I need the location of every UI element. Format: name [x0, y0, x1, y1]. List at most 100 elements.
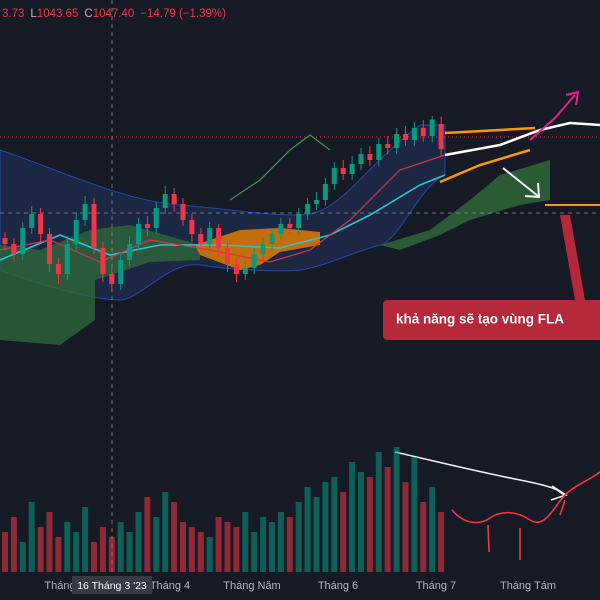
- x-axis-label: Tháng Tám: [500, 580, 556, 592]
- candle-body: [296, 214, 302, 228]
- candle-body: [118, 260, 124, 284]
- candle-body: [349, 164, 355, 174]
- x-axis-label: Tháng 4: [150, 580, 190, 592]
- volume-bar: [438, 512, 445, 572]
- candle-body: [225, 248, 230, 264]
- candle-body: [29, 214, 35, 228]
- candle-body: [269, 234, 275, 244]
- candle-body: [420, 128, 426, 136]
- x-axis-label: Tháng 6: [318, 580, 358, 592]
- volume-bar: [384, 467, 391, 572]
- candle-body: [162, 194, 168, 208]
- volume-bar: [162, 492, 169, 572]
- candle-body: [127, 244, 133, 260]
- candle-body: [403, 134, 408, 140]
- arrow-head: [565, 90, 580, 106]
- volume-bar: [171, 502, 178, 572]
- candle-body: [100, 248, 106, 274]
- header-value: 3.73: [2, 8, 24, 20]
- candle-body: [438, 124, 444, 150]
- candle-body: [109, 274, 115, 284]
- crosshair-label: 16 Tháng 3 '23: [77, 580, 147, 592]
- candle-body: [394, 134, 400, 148]
- x-axis-label: Tháng Năm: [223, 580, 280, 592]
- volume-bar: [242, 512, 249, 572]
- volume-bar: [19, 542, 26, 572]
- volume-bar: [180, 522, 186, 572]
- volume-bar: [10, 517, 17, 572]
- candle-body: [411, 128, 417, 140]
- candle-body: [38, 214, 44, 234]
- volume-bar: [28, 502, 35, 572]
- volume-bar: [331, 477, 338, 572]
- volume-bar: [251, 532, 258, 572]
- candle-body: [2, 238, 8, 244]
- candle-body: [136, 224, 141, 244]
- volume-bar: [429, 487, 436, 572]
- volume-bar: [117, 522, 124, 572]
- projection-upper: [444, 126, 536, 135]
- candle-body: [376, 144, 382, 160]
- lagging-span: [229, 134, 331, 201]
- volume-bar: [82, 507, 89, 572]
- candle-body: [20, 228, 26, 254]
- candle-body: [251, 254, 257, 268]
- candle-body: [47, 234, 52, 264]
- volume-bar: [269, 522, 275, 572]
- candle-body: [242, 268, 248, 274]
- candle-body: [55, 264, 61, 274]
- conversion-line: [0, 154, 446, 263]
- volume-bar: [64, 522, 71, 572]
- candle-body: [207, 228, 213, 244]
- candle-body: [189, 220, 195, 234]
- candle-body: [367, 154, 373, 160]
- volume-bar: [411, 457, 418, 572]
- volume-bar: [197, 532, 204, 572]
- volume-bar: [188, 527, 195, 572]
- volume-bar: [126, 532, 133, 572]
- volume-bar: [349, 462, 356, 572]
- candle-body: [82, 204, 88, 220]
- candle-body: [216, 228, 222, 248]
- arrow-head: [524, 182, 541, 199]
- down-arrow: [502, 167, 539, 197]
- volume-sketch: [451, 471, 600, 524]
- candle-body: [153, 208, 159, 228]
- volume-bar: [358, 472, 364, 572]
- candle-body: [11, 244, 17, 254]
- volume-bar: [233, 527, 240, 572]
- volume-bar: [366, 477, 373, 572]
- volume-bar: [224, 522, 231, 572]
- candle-body: [260, 244, 266, 254]
- candle-body: [198, 234, 204, 244]
- volume-bar: [153, 517, 160, 572]
- volume-bar: [206, 537, 213, 572]
- volume-bar: [420, 502, 427, 572]
- candle-body: [314, 200, 319, 204]
- volume-bar: [304, 487, 311, 572]
- candle-body: [429, 119, 435, 136]
- volume-bar: [144, 497, 151, 572]
- callout-text: khả năng sẽ tạo vùng FLA: [396, 312, 564, 327]
- volume-bar: [393, 447, 400, 572]
- candle-body: [233, 264, 239, 274]
- volume-bar: [135, 512, 142, 572]
- candle-body: [385, 144, 391, 148]
- volume-bar: [340, 492, 347, 572]
- ohlc-header: 3.73 L1043.65 C1047.40 −14.79 (−1.39%): [2, 8, 226, 20]
- volume-bar: [277, 512, 284, 572]
- volume-bar: [215, 517, 222, 572]
- volume-bar: [375, 452, 382, 572]
- candle-body: [322, 184, 328, 200]
- volume-bar: [91, 542, 97, 572]
- volume-bar: [322, 482, 329, 572]
- header-label: L: [30, 8, 37, 20]
- candle-body: [64, 244, 70, 274]
- candle-body: [305, 204, 311, 214]
- volume-bar: [402, 482, 409, 572]
- volume-bar: [2, 532, 8, 572]
- candle-body: [144, 224, 150, 228]
- header-value: −14.79 (−1.39%): [140, 8, 226, 20]
- volume-bar: [313, 497, 320, 572]
